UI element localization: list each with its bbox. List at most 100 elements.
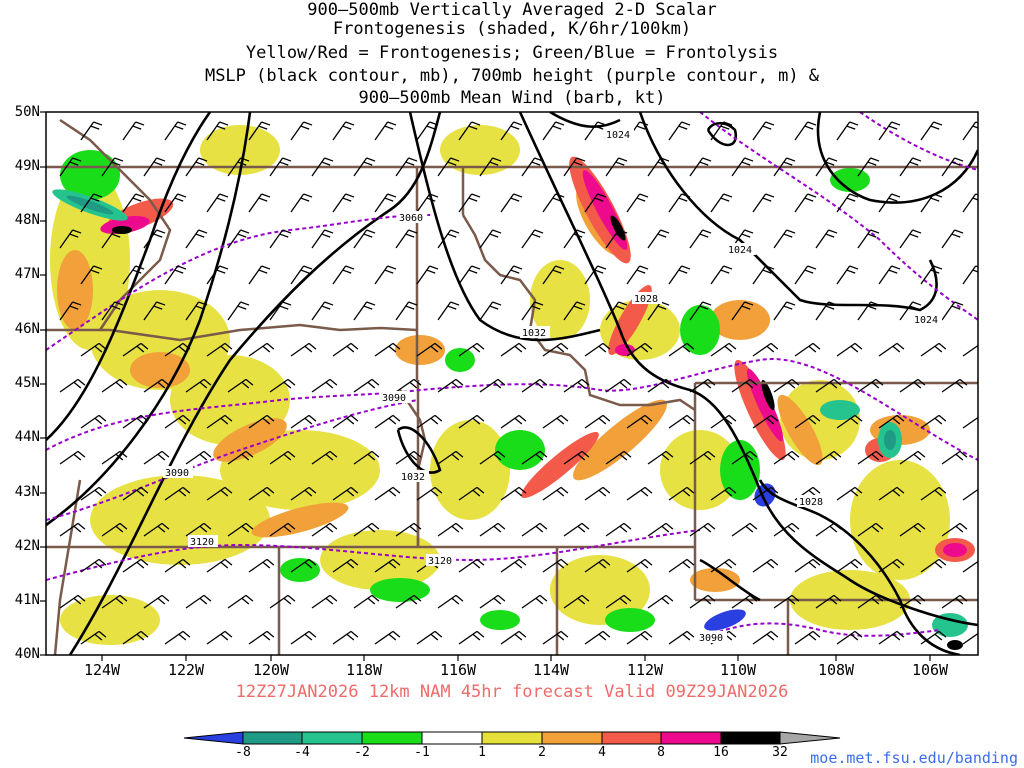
wind-barb-shaft — [59, 594, 79, 609]
wind-barb-shaft — [80, 414, 100, 429]
wind-barb-flag — [741, 161, 751, 166]
wind-barb-shaft — [416, 414, 436, 429]
wind-barb-flag — [455, 450, 464, 458]
wind-barb-flag — [829, 453, 838, 461]
wind-barb-flag — [279, 161, 289, 166]
wind-barb-flag — [825, 305, 835, 310]
wind-barb-flag — [850, 489, 859, 497]
wind-barb-flag — [770, 558, 779, 566]
wind-barb-shaft — [815, 594, 835, 609]
title-line-4: MSLP (black contour, mb), 700mb height (… — [204, 66, 820, 86]
wind-barb-flag — [954, 229, 964, 234]
wind-barb-shaft — [122, 414, 142, 429]
wind-barb-flag — [161, 594, 170, 602]
wind-barb-shaft — [437, 594, 457, 609]
wind-barb-shaft — [248, 342, 268, 357]
wind-barb-flag — [850, 417, 859, 425]
wind-barb-flag — [324, 157, 334, 162]
wind-barb-flag — [912, 229, 922, 234]
wind-barb-flag — [812, 486, 821, 494]
wind-barb-flag — [321, 161, 331, 166]
credit-link[interactable]: moe.met.fsu.edu/banding — [810, 749, 1018, 767]
wind-barb-flag — [623, 450, 632, 458]
wind-barb-flag — [896, 486, 905, 494]
wind-barb-shaft — [542, 193, 557, 213]
wind-barb-flag — [408, 301, 418, 306]
wind-barb-shaft — [605, 522, 625, 537]
wind-barb-shaft — [563, 522, 583, 537]
colorbar — [183, 731, 841, 745]
wind-barb-shaft — [269, 450, 289, 465]
wind-barb-flag — [786, 301, 796, 306]
wind-barb-shaft — [311, 450, 331, 465]
wind-barb-flag — [618, 229, 628, 234]
wind-barb-flag — [707, 522, 716, 530]
wind-barb-shaft — [395, 522, 415, 537]
wind-barb-flag — [808, 345, 817, 353]
wind-barb-flag — [833, 450, 842, 458]
wind-barb-flag — [766, 345, 775, 353]
wind-barb-flag — [69, 305, 79, 310]
wind-barb-flag — [219, 193, 229, 198]
lat-label: 50N — [14, 104, 40, 120]
wind-barb-shaft — [80, 630, 100, 645]
wind-barb-flag — [93, 265, 103, 270]
wind-barb-flag — [135, 265, 145, 270]
wind-barb-shaft — [395, 594, 415, 609]
wind-barb-shaft — [626, 630, 646, 645]
wind-barb-flag — [371, 522, 380, 530]
wind-barb-flag — [577, 597, 586, 605]
wind-barb-shaft — [374, 414, 394, 429]
wind-barb-flag — [468, 125, 478, 130]
wind-barb-shaft — [920, 630, 940, 645]
wind-barb-shaft — [122, 630, 142, 645]
wind-barb-flag — [325, 525, 334, 533]
wind-barb-flag — [846, 197, 856, 202]
wind-barb-flag — [279, 305, 289, 310]
lon-label: 108W — [817, 661, 855, 679]
wind-barb-shaft — [584, 630, 604, 645]
wind-barb-flag — [476, 486, 485, 494]
wind-barb-flag — [849, 193, 859, 198]
wind-barb-flag — [224, 414, 233, 422]
wind-barb-shaft — [710, 265, 725, 285]
wind-barb-flag — [812, 630, 821, 638]
wind-barb-flag — [744, 301, 754, 306]
wind-barb-flag — [594, 125, 604, 130]
wind-barb-flag — [686, 486, 695, 494]
wind-barb-flag — [786, 157, 796, 162]
wind-barb-shaft — [689, 594, 709, 609]
wind-barb-shaft — [458, 121, 473, 141]
wind-barb-shaft — [353, 522, 373, 537]
wind-barb-shaft — [185, 229, 200, 249]
wind-barb-flag — [660, 301, 670, 306]
wind-barb-flag — [749, 450, 758, 458]
wind-barb-flag — [678, 125, 688, 130]
wind-barb-shaft — [962, 416, 978, 429]
mslp-label: 1024 — [914, 315, 938, 326]
wind-barb-flag — [177, 121, 187, 126]
wind-barb-flag — [581, 522, 590, 530]
wind-barb-shaft — [206, 486, 226, 501]
wind-barb-shaft — [206, 558, 226, 573]
wind-barb-flag — [140, 342, 149, 350]
wind-barb-flag — [132, 125, 142, 130]
wind-barb-flag — [476, 558, 485, 566]
wind-barb-flag — [828, 157, 838, 162]
wind-barb-flag — [975, 121, 978, 124]
wind-barb-flag — [492, 229, 502, 234]
wind-barb-shaft — [101, 378, 121, 393]
wind-barb-flag — [573, 233, 583, 238]
wind-barb-flag — [581, 450, 590, 458]
wind-barb-shaft — [500, 558, 520, 573]
wind-barb-flag — [220, 561, 229, 569]
wind-barb-flag — [136, 489, 145, 497]
wind-barb-flag — [261, 193, 271, 198]
wind-barb-flag — [576, 157, 586, 162]
wind-barb-flag — [199, 453, 208, 461]
wind-barb-shaft — [563, 157, 578, 177]
wind-barb-flag — [686, 558, 695, 566]
wind-barb-flag — [450, 229, 460, 234]
wind-barb-shaft — [122, 265, 137, 285]
wind-barb-flag — [451, 597, 460, 605]
